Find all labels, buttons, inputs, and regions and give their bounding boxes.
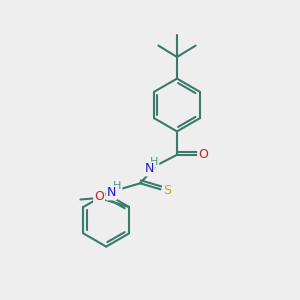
Text: H: H [113,181,122,191]
Text: O: O [198,148,208,161]
Text: S: S [163,184,171,197]
Text: N: N [106,186,116,200]
Text: O: O [94,190,104,203]
Text: N: N [144,162,154,176]
Text: H: H [150,157,158,167]
